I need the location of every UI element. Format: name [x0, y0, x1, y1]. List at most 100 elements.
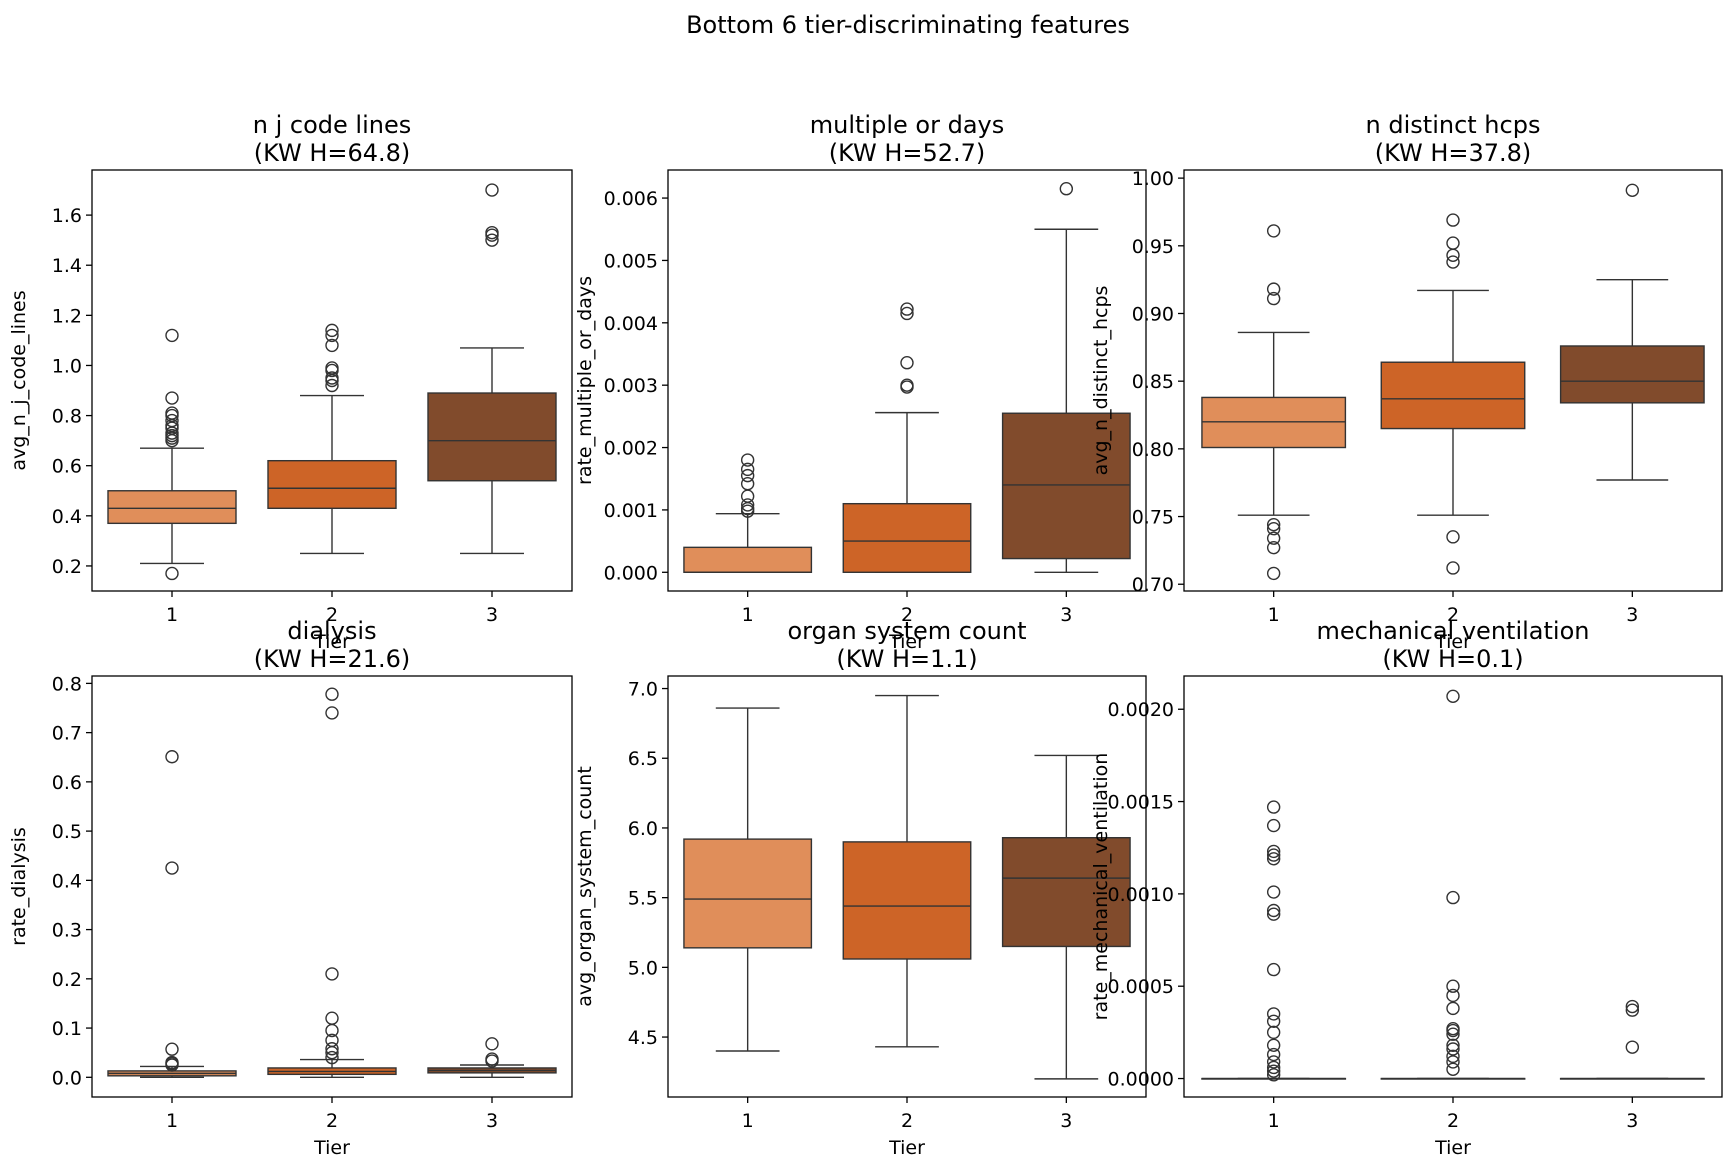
- x-tick-label: 1: [742, 1110, 754, 1132]
- box-iqr: [1559, 345, 1705, 404]
- outlier-point: [325, 378, 339, 393]
- x-axis-label: Tier: [313, 631, 350, 653]
- box-tier-2: [842, 694, 972, 1048]
- box-iqr: [1380, 361, 1526, 430]
- box-tier-3: [427, 1037, 557, 1079]
- box-iqr: [1001, 412, 1131, 560]
- outlier-point: [485, 233, 499, 247]
- x-tick-label: 2: [326, 1110, 338, 1132]
- outlier-point: [1446, 689, 1460, 704]
- y-tick-label: 0.0020: [1108, 699, 1174, 721]
- x-tick-label: 3: [1626, 1110, 1638, 1132]
- y-tick-label: 0.8: [52, 673, 82, 695]
- y-tick-label: 5.5: [628, 888, 658, 910]
- x-axis-label: Tier: [1434, 1137, 1471, 1159]
- y-tick-label: 0.2: [52, 556, 82, 578]
- outlier-point: [1446, 1062, 1460, 1077]
- outlier-point: [1266, 1025, 1281, 1040]
- outlier-point: [740, 468, 755, 483]
- y-tick-label: 0.95: [1132, 236, 1174, 258]
- outlier-point: [1446, 213, 1460, 227]
- box-tier-1: [107, 328, 237, 581]
- box-iqr: [842, 502, 972, 573]
- x-tick-label: 2: [326, 604, 338, 626]
- outlier-point: [1266, 1060, 1281, 1075]
- x-axis-label: Tier: [888, 631, 925, 653]
- outlier-point: [1446, 890, 1460, 905]
- outlier-point: [1446, 561, 1460, 575]
- outlier-point: [740, 477, 755, 491]
- box-tier-2: [1380, 689, 1526, 1080]
- outlier-point: [1446, 1027, 1460, 1041]
- panel-title: organ system count: [787, 617, 1026, 645]
- outlier-point: [1266, 1055, 1281, 1069]
- y-tick-label: 0.002: [604, 438, 658, 460]
- y-tick-label: 0.4: [52, 870, 82, 892]
- axes-frame: [1183, 169, 1723, 592]
- outlier-point: [1266, 1014, 1281, 1028]
- x-tick-label: 3: [486, 1110, 498, 1132]
- y-tick-label: 0.6: [52, 456, 82, 478]
- outlier-point: [165, 391, 179, 405]
- outlier-point: [325, 323, 339, 338]
- y-tick-label: 4.5: [628, 1027, 658, 1049]
- y-tick-label: 0.0015: [1108, 792, 1174, 814]
- outlier-point: [900, 302, 914, 316]
- outlier-point: [325, 328, 339, 343]
- panel-subtitle: (KW H=0.1): [1382, 645, 1523, 673]
- y-axis-label: rate_mechanical_ventilation: [1090, 753, 1112, 1021]
- y-tick-label: 0.3: [52, 920, 82, 942]
- outlier-point: [740, 453, 755, 467]
- y-tick-label: 1.4: [52, 255, 82, 277]
- outlier-point: [1446, 236, 1460, 250]
- y-tick-label: 6.5: [628, 748, 658, 770]
- outlier-point: [740, 462, 755, 477]
- y-tick-label: 0.0000: [1108, 1069, 1174, 1091]
- x-axis-label: Tier: [313, 1137, 350, 1159]
- outlier-point: [1625, 1003, 1640, 1017]
- outlier-point: [1625, 183, 1640, 198]
- panel-title: multiple or days: [810, 111, 1004, 139]
- y-axis-label: rate_dialysis: [8, 827, 30, 946]
- x-tick-label: 3: [486, 604, 498, 626]
- panel-title: mechanical ventilation: [1317, 617, 1590, 645]
- x-tick-label: 2: [901, 604, 913, 626]
- box-tier-2: [267, 323, 397, 555]
- outlier-point: [1266, 844, 1281, 859]
- y-tick-label: 7.0: [628, 679, 658, 701]
- x-tick-label: 1: [166, 1110, 178, 1132]
- x-tick-label: 2: [1447, 604, 1459, 626]
- box-tier-3: [1001, 182, 1131, 573]
- y-axis-label: avg_n_distinct_hcps: [1090, 286, 1112, 476]
- outlier-point: [1266, 903, 1281, 918]
- panel-title: dialysis: [287, 617, 376, 645]
- panel-subtitle: (KW H=52.7): [829, 139, 986, 167]
- box-iqr: [267, 459, 397, 510]
- box-tier-2: [842, 302, 972, 573]
- y-tick-label: 0.1: [52, 1018, 82, 1040]
- panel-3: n distinct hcps(KW H=37.8) 0.70 0.75 0.80 0.…: [1090, 111, 1723, 653]
- outlier-point: [1266, 291, 1281, 306]
- y-axis-label: avg_organ_system_count: [574, 766, 596, 1007]
- panels: n j code lines(KW H=64.8) 0.2 0.4 0.6 0.8 1.0…: [8, 111, 1723, 1159]
- outlier-point: [1446, 979, 1460, 993]
- y-tick-label: 0.90: [1132, 303, 1174, 325]
- figure-suptitle: Bottom 6 tier-discriminating features: [686, 11, 1130, 39]
- outlier-point: [325, 687, 339, 701]
- outlier-point: [1266, 1047, 1281, 1062]
- y-tick-label: 0.0010: [1108, 884, 1174, 906]
- y-tick-label: 0.80: [1132, 439, 1174, 461]
- outlier-point: [1446, 1055, 1460, 1069]
- box-iqr: [1001, 837, 1131, 948]
- outlier-point: [325, 361, 339, 375]
- axes-frame: [667, 169, 1147, 592]
- outlier-point: [1266, 907, 1281, 921]
- outlier-point: [325, 1033, 339, 1048]
- box-iqr: [683, 838, 813, 949]
- panel-4: dialysis(KW H=21.6) 0.0 0.1 0.2 0.3 0.4 0.5 0.6…: [8, 617, 573, 1159]
- y-axis-label: rate_multiple_or_days: [574, 276, 596, 485]
- outlier-point: [1266, 566, 1281, 581]
- axes-frame: [91, 675, 573, 1098]
